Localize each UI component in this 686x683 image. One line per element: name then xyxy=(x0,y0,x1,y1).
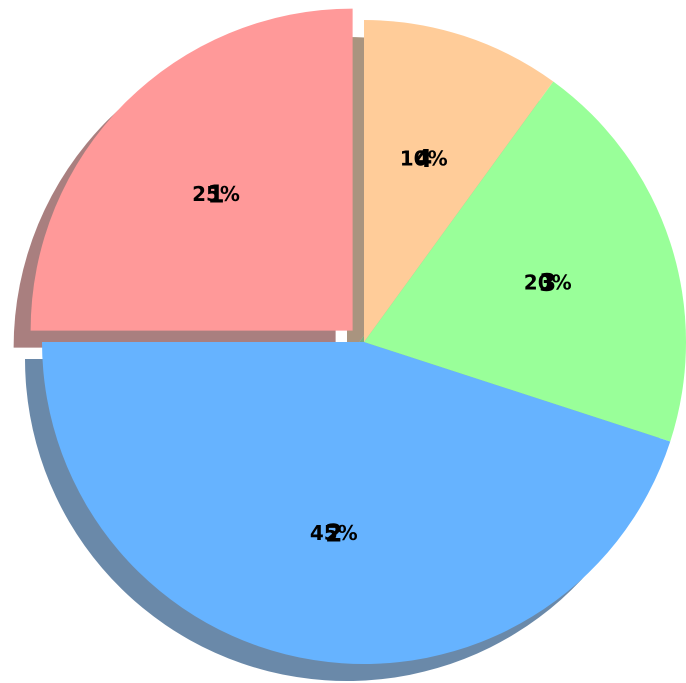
slice-label-4: 4 xyxy=(415,144,432,173)
slice-percent-3: 20% xyxy=(524,270,572,294)
pie-slice-3 xyxy=(364,81,686,442)
slice-percent-2: 45% xyxy=(310,521,358,545)
slice-percent-4: 10% xyxy=(400,146,448,170)
slice-layer xyxy=(30,8,686,664)
pie-slice-2 xyxy=(42,342,671,664)
pie-slice-4 xyxy=(364,20,554,342)
slice-label-1: 1 xyxy=(207,180,224,209)
pie-slice-1 xyxy=(30,8,353,331)
slice-percent-1: 25% xyxy=(192,182,240,206)
slice-label-2: 2 xyxy=(325,518,342,547)
label-layer: 125% 245% 320% 410% xyxy=(192,144,572,548)
slice-label-3: 3 xyxy=(539,268,556,297)
